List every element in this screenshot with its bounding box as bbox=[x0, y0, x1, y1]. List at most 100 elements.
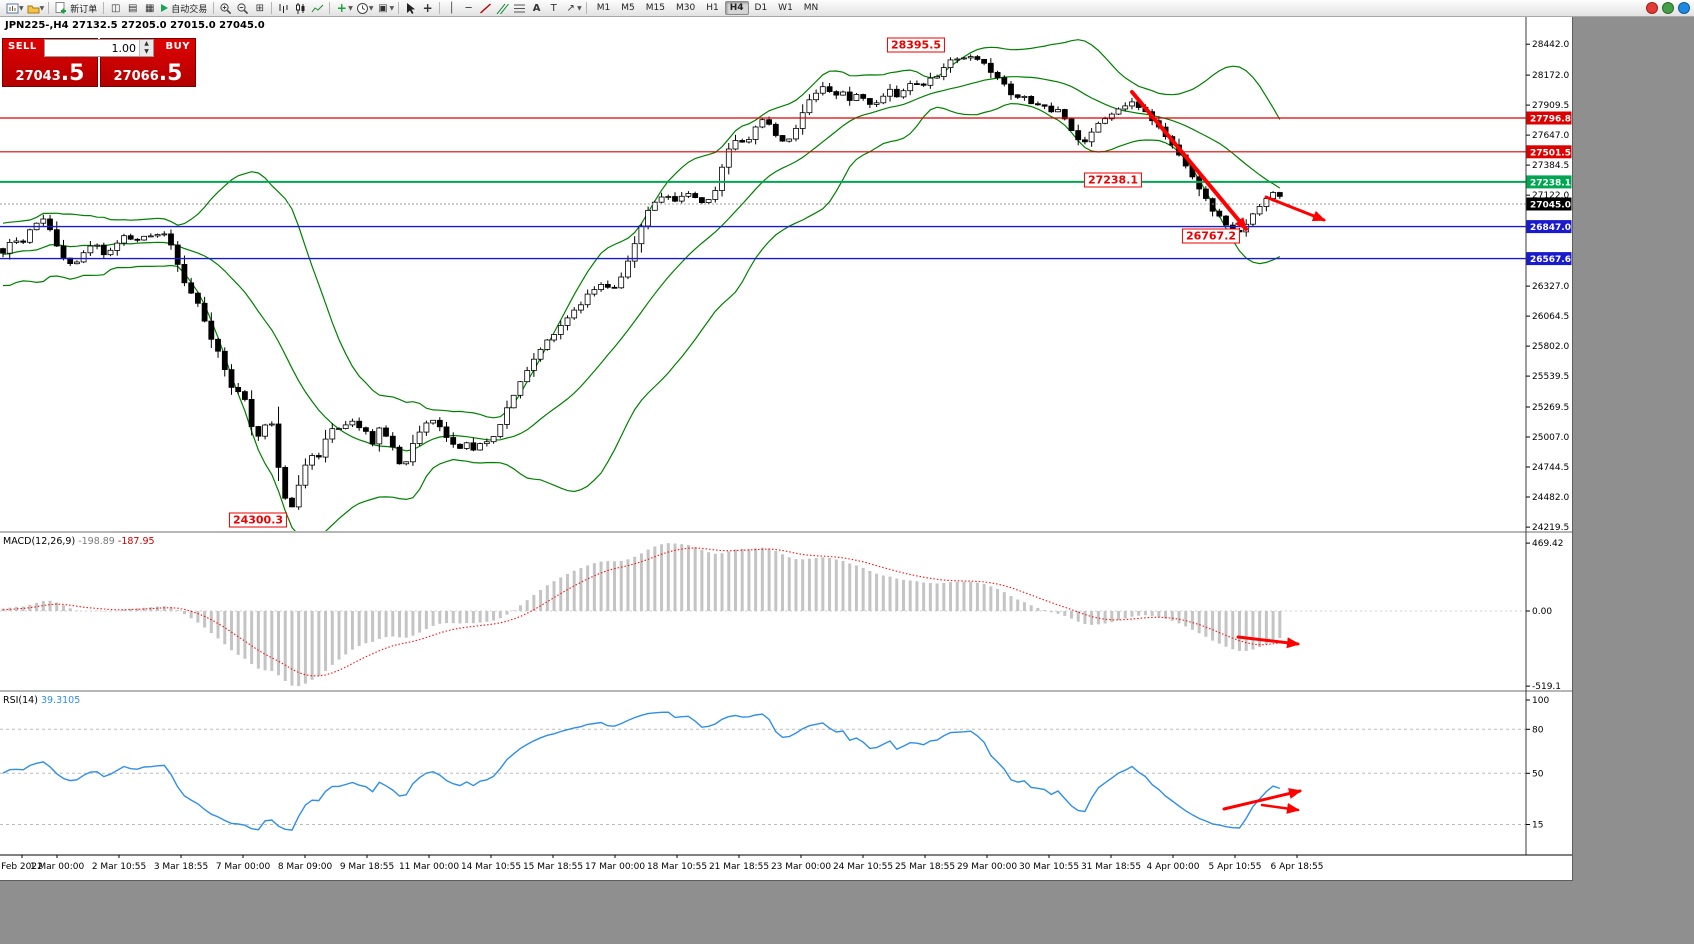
timeframe-button-w1[interactable]: W1 bbox=[778, 3, 793, 13]
data-window-icon[interactable]: ▤ bbox=[128, 2, 138, 14]
sell-price: 27043.5 bbox=[15, 61, 85, 86]
tile-windows-icon[interactable]: ⊞ bbox=[255, 2, 264, 14]
price-tag bbox=[1526, 197, 1572, 211]
timeframe-button-h1[interactable]: H1 bbox=[706, 3, 719, 13]
periods-dropdown-icon[interactable]: ▼ bbox=[368, 4, 374, 12]
svg-text:27796.8: 27796.8 bbox=[1530, 115, 1571, 125]
text-tool-icon[interactable]: A bbox=[532, 2, 541, 14]
trend-arrow[interactable] bbox=[1264, 195, 1326, 222]
timeframe-button-d1[interactable]: D1 bbox=[754, 3, 768, 13]
autotrading-label: 自动交易 bbox=[171, 4, 208, 15]
community-icon[interactable] bbox=[1662, 2, 1674, 14]
indicators-icon[interactable]: + bbox=[336, 1, 347, 15]
svg-text:27045.0: 27045.0 bbox=[1530, 201, 1571, 211]
label-tool-icon[interactable]: T bbox=[550, 2, 557, 14]
svg-text:25007.0: 25007.0 bbox=[1532, 433, 1569, 443]
svg-text:8 Mar 09:00: 8 Mar 09:00 bbox=[278, 862, 333, 872]
volume-increase-button[interactable]: ▲ bbox=[140, 40, 153, 48]
price-tag bbox=[1526, 145, 1572, 159]
svg-text:24744.5: 24744.5 bbox=[1532, 463, 1569, 473]
line-chart-type-icon[interactable] bbox=[309, 1, 326, 16]
toolbar-separator bbox=[213, 2, 215, 14]
channel-tool-icon[interactable] bbox=[494, 1, 511, 16]
profiles-icon[interactable] bbox=[25, 1, 42, 16]
autotrading-button[interactable]: 自动交易 bbox=[158, 1, 210, 16]
timeframe-button-m1[interactable]: M1 bbox=[596, 3, 611, 13]
rsi-panel[interactable] bbox=[0, 711, 1526, 831]
navigator-icon[interactable]: ▦ bbox=[145, 2, 155, 14]
toolbar-separator bbox=[103, 2, 105, 14]
macd-arrow[interactable] bbox=[1236, 635, 1300, 649]
price-annotation[interactable]: 28395.5 bbox=[886, 37, 946, 53]
templates-icon[interactable]: ▣ bbox=[378, 2, 388, 14]
trend-arrow[interactable] bbox=[1130, 90, 1248, 231]
chart-ohlc-info: JPN225-,H4 27132.5 27205.0 27015.0 27045… bbox=[5, 20, 265, 31]
svg-text:27647.0: 27647.0 bbox=[1532, 131, 1569, 141]
price-panel[interactable] bbox=[0, 39, 1526, 537]
svg-text:23 Mar 00:00: 23 Mar 00:00 bbox=[771, 862, 831, 872]
vertical-line-tool-icon[interactable]: │ bbox=[448, 2, 455, 14]
zoom-out-icon[interactable] bbox=[234, 1, 251, 16]
svg-text:25 Mar 18:55: 25 Mar 18:55 bbox=[895, 862, 955, 872]
svg-text:14 Mar 10:55: 14 Mar 10:55 bbox=[461, 862, 521, 872]
volume-input[interactable]: 1.00 ▲ ▼ bbox=[44, 39, 154, 57]
panel-splitter[interactable] bbox=[0, 690, 1572, 692]
svg-text:50: 50 bbox=[1532, 769, 1544, 779]
svg-text:15: 15 bbox=[1532, 821, 1543, 831]
price-annotation[interactable]: 26767.2 bbox=[1181, 228, 1241, 244]
arrows-dropdown-icon[interactable]: ▼ bbox=[577, 4, 582, 12]
timeframe-button-m5[interactable]: M5 bbox=[621, 3, 635, 13]
svg-text:24 Mar 10:55: 24 Mar 10:55 bbox=[833, 862, 893, 872]
svg-text:0.00: 0.00 bbox=[1532, 607, 1552, 617]
svg-text:30 Mar 10:55: 30 Mar 10:55 bbox=[1019, 862, 1079, 872]
candlestick-chart-type-icon[interactable] bbox=[292, 1, 309, 16]
horizontal-line-tool-icon[interactable]: ─ bbox=[465, 2, 472, 14]
timeframe-button-m15[interactable]: M15 bbox=[645, 3, 665, 13]
svg-text:5 Apr 10:55: 5 Apr 10:55 bbox=[1209, 862, 1262, 872]
cursor-icon[interactable] bbox=[402, 1, 419, 16]
chart-canvas[interactable]: 28442.0 28172.0 27909.5 27647.0 27384.5 27122… bbox=[0, 17, 1572, 880]
svg-text:25539.5: 25539.5 bbox=[1532, 372, 1569, 382]
arrows-tool-icon[interactable]: ↗ bbox=[566, 2, 575, 14]
volume-spinner: ▲ ▼ bbox=[139, 40, 153, 56]
svg-text:7 Mar 00:00: 7 Mar 00:00 bbox=[216, 862, 271, 872]
new-order-button[interactable]: 新订单 bbox=[52, 1, 100, 16]
indicators-dropdown-icon[interactable]: ▼ bbox=[348, 4, 353, 12]
svg-text:469.42: 469.42 bbox=[1532, 539, 1564, 549]
price-annotation[interactable]: 24300.3 bbox=[228, 512, 288, 528]
macd-panel[interactable] bbox=[0, 543, 1526, 687]
bar-chart-type-icon[interactable] bbox=[275, 1, 292, 16]
fibonacci-tool-icon[interactable] bbox=[511, 1, 528, 16]
zoom-in-icon[interactable] bbox=[217, 1, 234, 16]
toolbar-separator bbox=[585, 2, 587, 14]
timeframe-button-h4[interactable]: H4 bbox=[724, 1, 749, 15]
svg-text:24482.0: 24482.0 bbox=[1532, 493, 1569, 503]
svg-text:25802.0: 25802.0 bbox=[1532, 342, 1569, 352]
price-scale[interactable]: 28442.0 28172.0 27909.5 27647.0 27384.5 27122… bbox=[1525, 17, 1572, 855]
new-chart-dropdown-icon[interactable]: ▼ bbox=[19, 4, 24, 12]
timeframe-button-mn[interactable]: MN bbox=[803, 3, 819, 13]
autotrading-play-icon bbox=[161, 4, 169, 12]
trendline-tool-icon[interactable] bbox=[477, 1, 494, 16]
volume-decrease-button[interactable]: ▼ bbox=[140, 48, 153, 56]
timeframe-button-m30[interactable]: M30 bbox=[676, 3, 696, 13]
rsi-arrow[interactable] bbox=[1260, 803, 1300, 814]
periods-clock-icon[interactable] bbox=[354, 1, 371, 16]
news-icon[interactable] bbox=[1646, 2, 1658, 14]
crosshair-icon[interactable]: + bbox=[422, 1, 433, 15]
panel-splitter[interactable] bbox=[0, 531, 1572, 533]
templates-dropdown-icon[interactable]: ▼ bbox=[389, 4, 395, 12]
svg-text:18 Mar 10:55: 18 Mar 10:55 bbox=[647, 862, 707, 872]
toolbar-separator bbox=[398, 2, 400, 14]
chart-window: 28442.0 28172.0 27909.5 27647.0 27384.5 27122… bbox=[0, 17, 1573, 881]
toolbar-separator bbox=[271, 2, 273, 14]
price-annotation[interactable]: 27238.1 bbox=[1083, 172, 1143, 188]
svg-text:29 Mar 00:00: 29 Mar 00:00 bbox=[957, 862, 1017, 872]
new-chart-icon[interactable] bbox=[4, 1, 21, 16]
help-icon[interactable] bbox=[1678, 2, 1690, 14]
rsi-arrow[interactable] bbox=[1222, 788, 1302, 811]
buy-label: BUY bbox=[165, 41, 190, 52]
profiles-dropdown-icon[interactable]: ▼ bbox=[39, 4, 45, 12]
market-watch-icon[interactable]: ◫ bbox=[111, 2, 121, 14]
